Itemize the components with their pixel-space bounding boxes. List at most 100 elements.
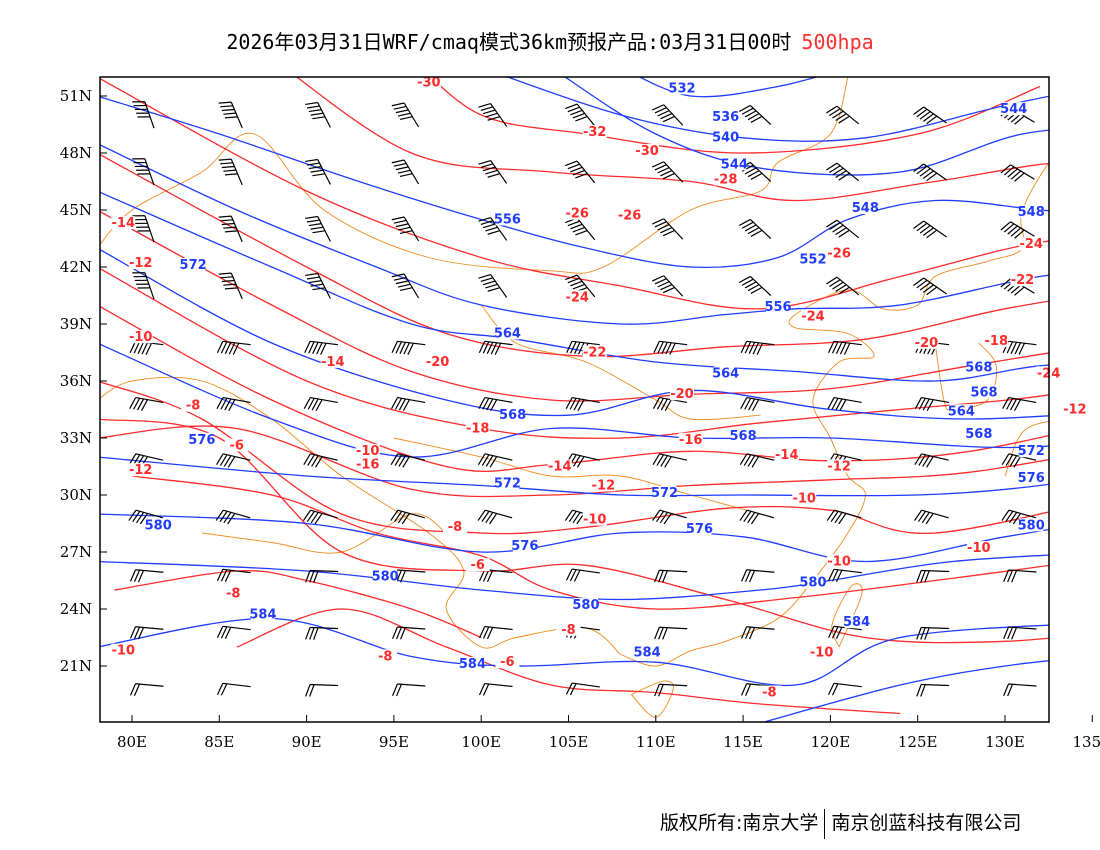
wind-barb-feather [216, 626, 224, 638]
wind-barb-feather [398, 398, 406, 411]
wind-barb-feather [1092, 167, 1100, 176]
wind-barb-feather [738, 104, 751, 113]
wind-barb [1088, 109, 1100, 125]
wind-barb-feather [660, 283, 673, 291]
wind-barb [132, 215, 155, 243]
wind-barb-staff [484, 340, 513, 346]
wind-barb-staff [663, 275, 684, 297]
wind-barb-feather [394, 397, 403, 410]
wind-barb [825, 105, 860, 125]
temperature-contour-label: -10 [827, 554, 851, 569]
height-contour-label-bg [573, 598, 598, 612]
wind-barb-staff [921, 509, 949, 519]
wind-barb-feather [1010, 170, 1022, 180]
wind-barb-feather [925, 513, 934, 525]
wind-barb-feather [224, 173, 238, 176]
wind-barb-staff [1008, 569, 1037, 573]
wind-barb-feather [920, 684, 926, 697]
height-contour-label: 576 [1018, 471, 1045, 486]
wind-barb-staff [923, 220, 947, 238]
wind-barb-feather [223, 455, 232, 467]
wind-barb-staff [1008, 683, 1037, 687]
wind-barb [651, 104, 684, 126]
wind-barb-feather [825, 162, 838, 171]
wind-barb-feather [221, 108, 235, 112]
wind-barb-staff [572, 682, 600, 688]
wind-barb-feather [312, 342, 319, 354]
wind-barb-feather [917, 510, 927, 523]
wind-barb-feather [1091, 570, 1096, 582]
x-tick-label: 135E [1073, 733, 1100, 751]
wind-barb [1090, 341, 1100, 354]
wind-barb-feather [128, 509, 137, 521]
height-contour-line [100, 343, 1049, 458]
wind-barb-feather [916, 684, 922, 697]
copyright-right: 南京创蓝科技有限公司 [831, 812, 1022, 834]
height-contour-label: 576 [686, 522, 713, 537]
height-contour-label: 552 [799, 252, 826, 267]
height-contour-label-bg [713, 130, 738, 144]
height-contour-label: 568 [965, 427, 992, 442]
wind-barb-feather [838, 172, 850, 181]
wind-barb-feather [827, 569, 835, 581]
height-contour-label-bg [966, 427, 991, 441]
wind-barb-feather [1001, 509, 1010, 521]
wind-barb-feather [747, 284, 760, 292]
wind-barb-staff [833, 568, 862, 574]
wind-barb-feather [1014, 342, 1022, 355]
wind-barb-feather [218, 272, 232, 275]
wind-barb-feather [662, 229, 675, 237]
wind-barb-staff [576, 103, 596, 127]
wind-barb-feather [565, 103, 578, 110]
wind-barb [741, 626, 775, 640]
height-contour-label-bg [1001, 102, 1026, 116]
wind-barb [1000, 221, 1035, 239]
height-contour-label-bg [189, 432, 214, 446]
wind-barb-staff [572, 568, 600, 574]
wind-barb-feather [310, 169, 324, 173]
wind-barb-feather [652, 509, 661, 521]
wind-barb-feather [128, 453, 137, 465]
wind-barb-feather [660, 169, 673, 177]
wind-barb-feather [838, 115, 850, 124]
wind-barb-feather [220, 683, 228, 696]
wind-barb-feather [482, 626, 490, 639]
wind-barb [392, 683, 426, 697]
wind-barb-feather [741, 221, 754, 229]
height-contour-line [638, 77, 819, 98]
wind-barb-feather [572, 283, 585, 290]
wind-barb-feather [745, 569, 752, 582]
x-tick-label: 105E [549, 733, 589, 751]
wind-barb-feather [660, 455, 668, 467]
wind-barb [565, 396, 600, 412]
temperature-contour-label-bg [582, 345, 607, 359]
wind-barb-feather [1014, 286, 1025, 296]
wind-barb-feather [306, 162, 320, 166]
wind-barb-staff [230, 158, 243, 186]
temperature-contour-label: -8 [226, 587, 240, 602]
temperature-contour-label-bg [495, 655, 520, 669]
wind-barb-feather [129, 626, 137, 639]
wind-barb [1091, 684, 1100, 696]
temperature-contour-label-bg [320, 354, 345, 368]
wind-barb-feather [391, 273, 405, 278]
wind-barb [216, 396, 251, 412]
wind-barb-feather [1092, 281, 1100, 290]
wind-barb [218, 158, 243, 186]
wind-barb-feather [395, 109, 409, 114]
temperature-contour-label-bg [827, 246, 852, 260]
wind-barb-feather [835, 342, 843, 354]
temperature-contour-label: -8 [186, 399, 200, 414]
wind-barb-feather [1088, 109, 1097, 118]
wind-barb [478, 625, 513, 640]
temperature-contour-line [100, 77, 1049, 310]
temperature-contour-label-bg [669, 387, 694, 401]
wind-barb-staff [923, 277, 947, 295]
wind-barb [1091, 627, 1100, 639]
wind-barb-feather [309, 570, 315, 583]
wind-barb [1089, 510, 1100, 524]
temperature-contour-label: -14 [775, 448, 799, 463]
temperature-contour-label-bg [1062, 402, 1087, 416]
wind-barb-feather [750, 513, 760, 525]
wind-barb [302, 509, 338, 525]
